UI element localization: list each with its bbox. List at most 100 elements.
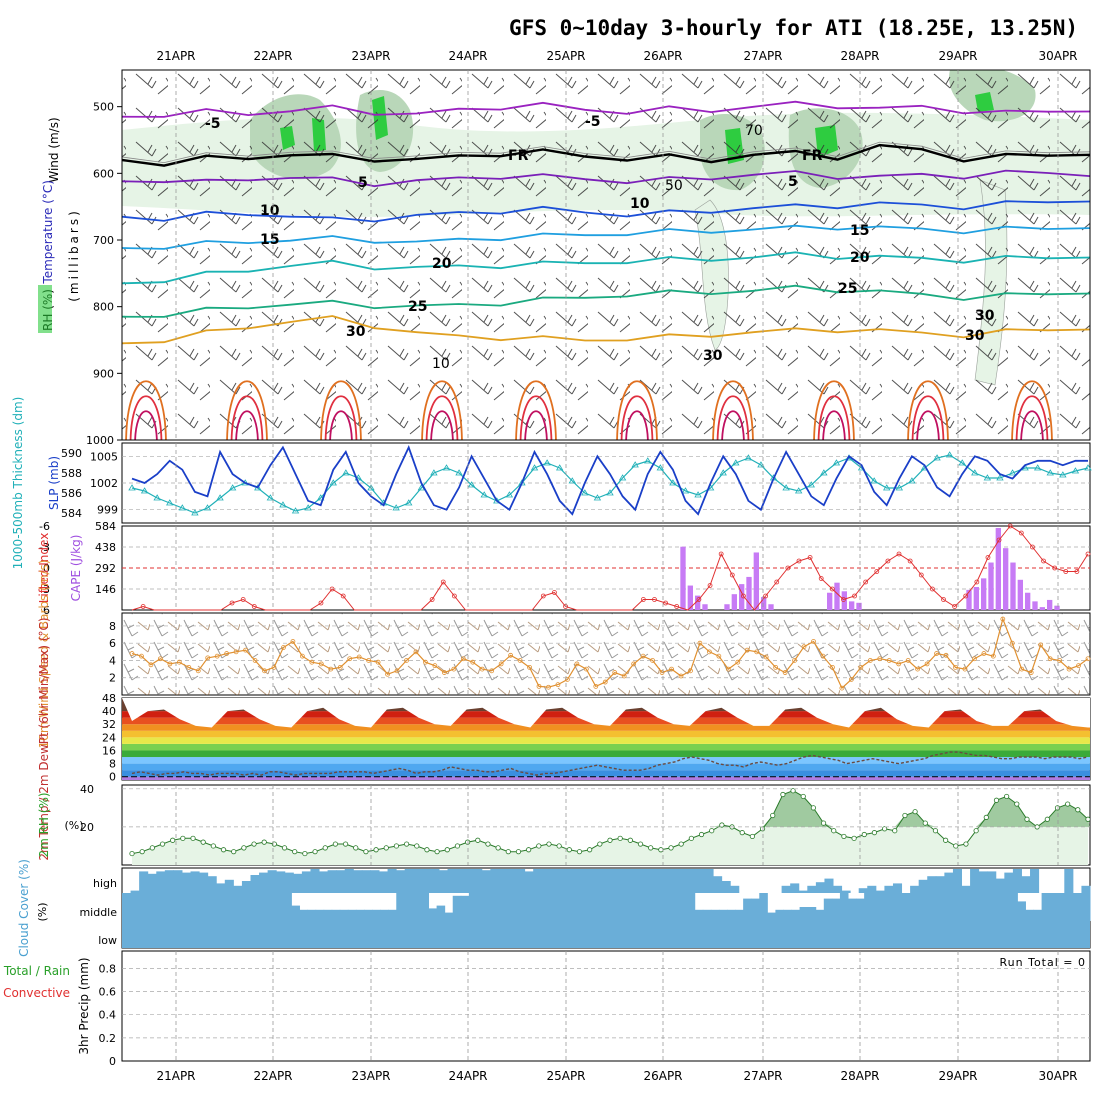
thickness-point: [266, 494, 275, 501]
rh-point: [892, 828, 898, 834]
thickness-point: [757, 461, 765, 468]
wind-speed-point: [886, 658, 892, 663]
warm-isotherm-loop: [721, 410, 745, 440]
thickness-point: [392, 504, 400, 511]
date-label: 22APR: [253, 49, 292, 63]
cape-bar: [702, 604, 708, 610]
cloud-middle-bar: [807, 907, 817, 921]
temp-color-band: [122, 776, 1090, 780]
cloud-middle-bar: [331, 909, 341, 921]
cloud-middle-bar: [493, 893, 502, 921]
wind-speed-point: [1047, 656, 1053, 662]
date-label: 27APR: [743, 49, 782, 63]
warm-isotherm-loop: [329, 410, 353, 440]
rh-point: [1065, 801, 1071, 807]
cloud-high-bar: [396, 870, 406, 893]
contour-label: 30: [975, 308, 995, 324]
wind-speed-point: [498, 661, 504, 667]
cloud-high-bar: [284, 872, 294, 893]
cloud-middle-bar: [234, 893, 244, 921]
lifted-index-point: [696, 597, 702, 602]
cloud-high-bar: [199, 872, 209, 893]
temp-color-band: [122, 770, 1090, 777]
wind-speed-point: [877, 656, 883, 662]
rh-point: [414, 843, 420, 849]
contour-label: -5: [585, 114, 601, 130]
rh-point: [434, 849, 440, 855]
cloud-middle-bar: [509, 893, 518, 921]
contour-label: FR: [508, 148, 529, 164]
cloud-high-bar: [550, 869, 560, 893]
thickness-point: [807, 481, 815, 488]
rh-point: [363, 849, 369, 855]
rh2m-label: 2m RH (%): [37, 792, 51, 857]
cape-bar: [680, 546, 686, 610]
rh-point: [220, 847, 227, 853]
thickness-point: [153, 494, 161, 501]
cloud-high-bar: [910, 885, 920, 893]
thickness-point: [1059, 471, 1067, 478]
wind-speed-point: [375, 659, 381, 665]
wind-speed-point: [867, 658, 873, 663]
contour-label: 20: [850, 250, 870, 266]
rh-point: [719, 822, 725, 828]
precip-tick-label: 0.2: [99, 1032, 117, 1045]
cloud-middle-bar: [848, 898, 857, 921]
wind10m-label: 10m Wind Speed & Barbs (m/s): [37, 560, 51, 749]
cloud-high-bar: [713, 876, 723, 893]
wind-speed-point: [347, 656, 353, 662]
cloud-middle-bar: [718, 909, 728, 921]
cloud-middle-bar: [856, 898, 865, 921]
cloud-middle-bar: [783, 909, 793, 921]
lifted-index-point: [918, 572, 924, 578]
cloud-middle-bar: [420, 893, 430, 921]
cloud-high-bar: [541, 869, 551, 893]
thickness-point: [719, 469, 727, 476]
wind-speed-point: [139, 653, 144, 659]
cloud-high-bar: [721, 881, 731, 893]
cloud-middle-bar: [501, 893, 510, 921]
wind-speed-point: [176, 659, 182, 665]
wind-speed-point: [659, 670, 665, 675]
cloud-middle-bar: [517, 893, 526, 921]
rh-point: [1075, 807, 1081, 813]
thickness-point: [316, 494, 325, 501]
cloud-high-bar: [421, 869, 431, 893]
cloud-high-bar: [798, 890, 808, 893]
rh-point: [983, 814, 989, 820]
lifted-index-point: [440, 579, 446, 585]
temp-tick-label: 16: [102, 744, 116, 757]
rh-point: [678, 841, 684, 847]
date-label: 22APR: [253, 1069, 292, 1083]
rh-point: [546, 841, 552, 847]
thickness-point: [530, 464, 539, 471]
cloud-high-bar: [858, 888, 868, 893]
li-tick-label: -3: [39, 541, 50, 554]
wind-speed-point: [546, 684, 551, 690]
lifted-index-point: [1063, 569, 1069, 574]
cloud-high-bar: [413, 869, 423, 893]
cloud-middle-bar: [573, 893, 583, 921]
warm-isotherm-loop: [524, 410, 548, 440]
cloud-middle-bar: [364, 909, 373, 921]
wind-speed-point: [413, 649, 419, 655]
wind-speed-point: [1057, 658, 1063, 663]
lifted-index-point: [640, 597, 646, 602]
warm-isotherm-loop: [813, 380, 855, 440]
rh-point: [292, 849, 298, 855]
cloud-middle-bar: [694, 909, 704, 921]
cloud-high-bar: [576, 869, 586, 893]
li-tick-label: -6: [39, 520, 50, 533]
cloud-high-bar: [224, 879, 234, 893]
rh-point: [444, 847, 450, 853]
thickness-tick-label: 588: [61, 467, 82, 480]
lifted-index-point: [251, 604, 257, 609]
cloud-high-bar: [627, 869, 637, 893]
slp-tick-label: 1005: [90, 450, 118, 463]
cape-bar: [1039, 607, 1045, 610]
thickness-point: [467, 481, 476, 488]
thickness-point: [832, 459, 841, 466]
cape-label: CAPE (J/kg): [69, 535, 83, 602]
contour-label: 10: [260, 203, 280, 219]
